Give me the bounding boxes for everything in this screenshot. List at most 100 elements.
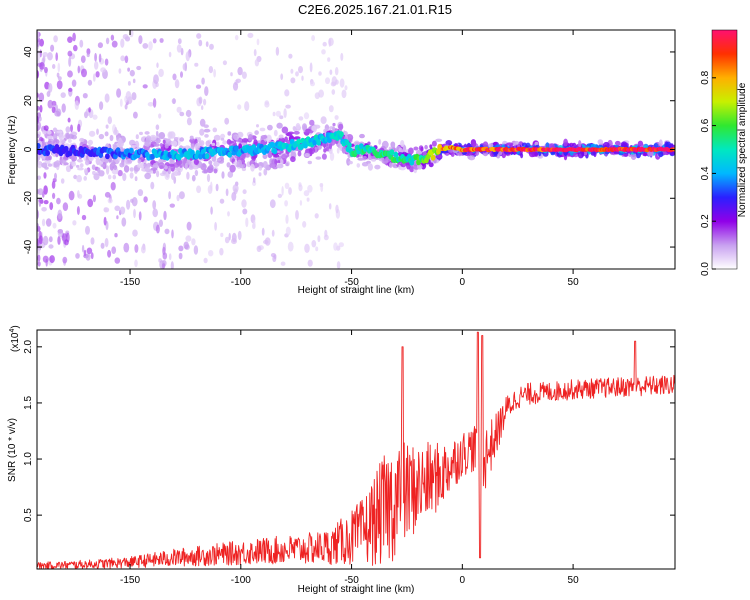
spectrogram-noise-cell	[237, 66, 243, 76]
spectrogram-noise-cell	[53, 35, 58, 43]
spectrogram-noise-cell	[237, 230, 242, 241]
spectrogram-noise-cell	[242, 189, 247, 195]
spectrogram-band-cell	[226, 139, 232, 145]
spectrogram-noise-cell	[42, 255, 49, 263]
spectrogram-noise-cell	[335, 204, 339, 214]
spectrogram-noise-cell	[155, 224, 160, 234]
spectrogram-noise-cell	[116, 88, 122, 98]
spectrogram-band-cell	[269, 162, 276, 168]
spectrogram-band-cell	[293, 130, 300, 135]
spectrogram-band-cell	[84, 168, 88, 174]
spectrogram-band-cell	[321, 153, 327, 160]
spectrogram-noise-cell	[86, 247, 93, 255]
spectrogram-band-cell	[488, 143, 494, 149]
spectrogram-band-cell	[192, 165, 199, 170]
spectrogram-band-cell	[279, 115, 284, 120]
spectrogram-noise-cell	[303, 190, 310, 197]
spectrogram-noise-cell	[90, 237, 95, 245]
spectrogram-noise-cell	[258, 172, 262, 177]
spectrogram-band-cell	[112, 174, 117, 180]
spectrogram-noise-cell	[67, 36, 73, 43]
spectrogram-noise-cell	[298, 66, 303, 74]
spectrogram-noise-cell	[227, 211, 230, 217]
spectrogram-band-cell	[77, 167, 84, 171]
spectrogram-band-cell	[111, 159, 116, 167]
spectrogram-noise-cell	[132, 229, 138, 237]
spectrogram-noise-cell	[90, 252, 94, 260]
spectrogram-band-cell	[167, 167, 171, 175]
spectrogram-noise-cell	[48, 83, 53, 93]
spectrogram-band-cell	[152, 162, 158, 169]
spectrogram-band-cell	[117, 139, 124, 148]
spectrogram-band-cell	[341, 146, 347, 154]
spectrogram-band-cell	[258, 165, 263, 171]
spectrogram-band-cell	[259, 127, 266, 132]
spectrogram-band-cell	[139, 131, 143, 136]
spectrogram-noise-cell	[178, 191, 185, 200]
spectrogram-noise-cell	[280, 73, 284, 80]
spectrogram-band-cell	[184, 162, 188, 170]
spectrogram-noise-cell	[321, 49, 326, 55]
spectrogram-panel: -150 -100 -50 0 50 -40 -20 0 20 40 Height of str…	[7, 29, 748, 296]
colorbar-gradient	[711, 29, 738, 270]
spectrogram-band-cell	[367, 163, 373, 171]
spectrogram-noise-cell	[99, 101, 104, 110]
spectrogram-noise-cell	[309, 62, 313, 73]
spectrogram-ridge-cell	[347, 142, 352, 149]
spectrogram-noise-cell	[104, 237, 109, 248]
spectrogram-band-cell	[211, 155, 217, 162]
spectrogram-noise-cell	[122, 172, 127, 182]
spectrogram-noise-cell	[117, 169, 123, 177]
spectrogram-noise-cell	[201, 77, 205, 85]
spectrogram-noise-cell	[168, 191, 172, 200]
spectrogram-noise-cell	[111, 246, 117, 254]
spectrogram-noise-cell	[328, 38, 332, 47]
spectrogram-noise-cell	[336, 261, 341, 269]
spectrogram-noise-cell	[96, 128, 99, 135]
spectrogram-band-cell	[109, 134, 114, 142]
spectrogram-noise-cell	[162, 252, 168, 260]
spectrogram-band-cell	[658, 139, 663, 147]
spectrogram-band-cell	[216, 141, 220, 149]
spectrogram-band-cell	[385, 157, 389, 161]
spectrogram-noise-cell	[324, 229, 328, 237]
spectrogram-band-cell	[357, 157, 365, 161]
spectrogram-band-cell	[262, 153, 268, 160]
spectrogram-noise-cell	[331, 89, 336, 95]
spectrogram-noise-cell	[61, 103, 66, 113]
spectrogram-noise-cell	[94, 52, 97, 62]
spectrogram-noise-cell	[72, 32, 76, 42]
spectrogram-noise-cell	[185, 109, 192, 118]
spectrogram-noise-cell	[185, 51, 190, 62]
spectrogram-noise-cell	[224, 117, 230, 125]
spectrogram-noise-cell	[244, 101, 250, 112]
spectrogram-noise-cell	[340, 52, 344, 61]
spectrogram-noise-cell	[261, 227, 265, 236]
spectrogram-noise-cell	[317, 235, 321, 243]
spectrogram-band-cell	[75, 164, 80, 168]
spectrogram-y-tick-label: 0	[23, 146, 34, 152]
spectrogram-noise-cell	[290, 68, 294, 74]
spectrogram-band-cell	[242, 138, 249, 143]
spectrogram-x-tick-label: -100	[231, 277, 251, 288]
spectrogram-band-cell	[42, 130, 47, 135]
spectrogram-band-cell	[398, 147, 403, 153]
spectrogram-noise-cell	[37, 209, 40, 220]
snr-y-tick-label: 1.0	[23, 452, 34, 466]
spectrogram-noise-cell	[334, 67, 339, 76]
spectrogram-band-cell	[88, 130, 96, 137]
snr-scale-factor: (x104)	[9, 325, 21, 352]
spectrogram-band-cell	[213, 160, 220, 167]
spectrogram-noise-cell	[73, 174, 78, 180]
spectrogram-noise-cell	[76, 206, 80, 215]
spectrogram-noise-cell	[86, 48, 91, 55]
spectrogram-noise-cell	[325, 77, 330, 85]
spectrogram-band-cell	[273, 129, 278, 137]
snr-x-ticks: -150 -100 -50 0 50	[120, 330, 579, 586]
spectrogram-noise-cell	[71, 79, 77, 87]
spectrogram-noise-cell	[119, 206, 126, 215]
spectrogram-noise-cell	[208, 250, 214, 257]
spectrogram-noise-cell	[241, 199, 247, 208]
spectrogram-band-cell	[179, 137, 185, 142]
spectrogram-noise-cell	[199, 118, 206, 127]
